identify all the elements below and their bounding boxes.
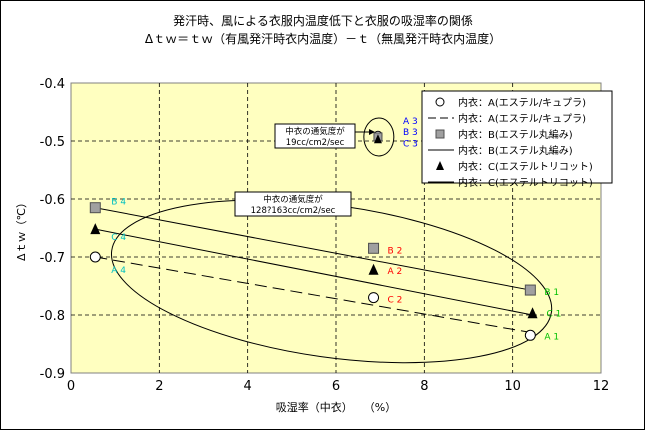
triangle-marker — [527, 307, 538, 319]
triangle-marker — [90, 223, 101, 235]
series-markers: A 4 C 2 A 1 A 3 B 4 B 2 B 1 B 3 C 4 A 2 C 1 C 3 — [89, 117, 562, 342]
triangle-marker — [368, 263, 379, 275]
point-label: A 3 — [403, 117, 418, 127]
y-axis-label: Δｔｗ（℃） — [15, 197, 28, 261]
annotation-box — [234, 191, 352, 217]
point-label: A 2 — [388, 267, 403, 277]
series-lines — [95, 207, 533, 333]
legend-box — [421, 90, 613, 184]
chart-subtitle: Δｔｗ＝ｔｗ（有風発汗時衣内温度）－ｔ（無風発汗時衣内温度） — [145, 31, 501, 46]
point-label: C 2 — [388, 296, 403, 306]
point-label: C 1 — [547, 309, 562, 319]
square-marker — [368, 242, 380, 254]
point-label: A 1 — [544, 332, 559, 342]
legend-label: 内衣：B(エステル丸編み) — [458, 128, 573, 141]
legend-label: 内衣：C(エステルトリコット) — [458, 176, 593, 189]
point-label: B 3 — [403, 128, 418, 138]
x-axis-label: 吸湿率（中衣） （%） — [276, 400, 396, 414]
x-tick-label: 0 — [67, 379, 75, 394]
legend-label: 内衣：A(エステル/キュプラ) — [458, 112, 586, 125]
annotation-arrowhead — [369, 129, 375, 135]
y-tick-label: -0.5 — [40, 135, 65, 150]
axis-ticks: 0 2 4 6 8 10 12 -0.4 -0.5 -0.6 -0.7 -0.8 -0.9 — [40, 77, 610, 394]
x-tick-label: 12 — [593, 379, 610, 394]
circle-marker — [524, 329, 536, 341]
square-marker — [524, 284, 536, 296]
series-line — [95, 228, 533, 316]
annotation-text: 19cc/cm2/sec — [286, 138, 345, 148]
series-line — [95, 256, 531, 333]
y-tick-label: -0.4 — [40, 77, 65, 92]
point-label: A 4 — [111, 266, 126, 276]
point-label: B 1 — [544, 288, 559, 298]
chart-title: 発汗時、風による衣服内温度低下と衣服の吸湿率の関係 — [173, 13, 473, 28]
circle-marker — [435, 97, 445, 107]
x-tick-label: 6 — [332, 379, 340, 394]
y-tick-label: -0.8 — [40, 309, 65, 324]
point-label: C 4 — [111, 233, 126, 243]
group-ellipse-small — [363, 117, 395, 157]
annotation-text: 中衣の通気度が — [263, 194, 323, 205]
series-line — [95, 207, 531, 291]
point-label: B 2 — [388, 246, 403, 256]
legend-label: 内衣：B(エステル丸編み) — [458, 144, 573, 157]
circle-marker — [89, 251, 101, 263]
annotations: 中衣の通気度が19cc/cm2/sec中衣の通気度が128?163cc/cm2/… — [234, 123, 375, 217]
annotation-box — [274, 123, 356, 149]
point-label: C 3 — [403, 139, 418, 149]
triangle-marker — [373, 134, 382, 144]
x-tick-label: 10 — [504, 379, 521, 394]
legend-label: 内衣：C(エステルトリコット) — [458, 160, 593, 173]
x-tick-label: 4 — [244, 379, 252, 394]
legend-label: 内衣：A(エステル/キュプラ) — [458, 96, 586, 109]
y-tick-label: -0.6 — [40, 193, 65, 208]
annotation-text: 128?163cc/cm2/sec — [251, 206, 336, 216]
circle-marker — [368, 292, 380, 304]
legend: 内衣：A(エステル/キュプラ) 内衣：A(エステル/キュプラ) 内衣：B(エステル丸… — [421, 90, 613, 189]
x-tick-label: 2 — [155, 379, 163, 394]
point-label: B 4 — [111, 198, 126, 208]
annotation-text: 中衣の通気度が — [285, 126, 345, 137]
square-marker — [89, 202, 101, 214]
x-tick-label: 8 — [420, 379, 428, 394]
y-tick-label: -0.9 — [40, 367, 65, 382]
y-tick-label: -0.7 — [40, 251, 65, 266]
triangle-marker — [436, 161, 444, 170]
square-marker — [435, 129, 445, 139]
